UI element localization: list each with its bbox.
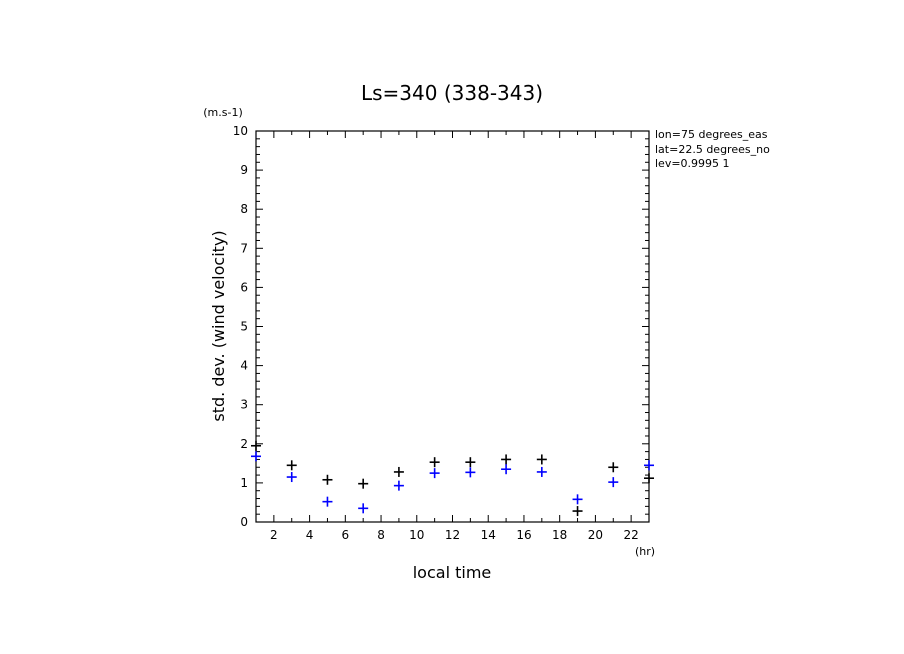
- data-point-series-1: [572, 506, 583, 517]
- info-lev: lev=0.9995 1: [655, 157, 730, 170]
- y-tick-label: 6: [240, 280, 248, 294]
- y-tick-label: 9: [240, 163, 248, 177]
- data-point-series-2: [572, 494, 583, 505]
- data-point-series-1: [608, 462, 619, 473]
- y-tick-label: 1: [240, 476, 248, 490]
- data-point-series-2: [465, 467, 476, 478]
- x-tick-label: 22: [623, 528, 638, 542]
- y-tick-label: 3: [240, 398, 248, 412]
- axis-ticks: [255, 130, 650, 523]
- y-tick-label: 5: [240, 320, 248, 334]
- data-point-series-2: [501, 464, 512, 475]
- x-tick-label: 12: [445, 528, 460, 542]
- y-tick-label: 4: [240, 359, 248, 373]
- x-tick-label: 16: [516, 528, 531, 542]
- data-point-series-1: [393, 466, 404, 477]
- y-tick-label: 8: [240, 202, 248, 216]
- data-point-series-2: [322, 496, 333, 507]
- data-point-series-2: [429, 468, 440, 479]
- y-unit-label: (m.s-1): [203, 106, 243, 119]
- data-point-series-2: [644, 460, 654, 471]
- data-point-series-2: [393, 480, 404, 491]
- data-point-series-2: [251, 451, 261, 462]
- info-lon: lon=75 degrees_eas: [655, 128, 768, 141]
- data-point-series-1: [358, 478, 369, 489]
- plot-frame: [255, 130, 650, 523]
- x-tick-label: 6: [341, 528, 349, 542]
- y-axis-label: std. dev. (wind velocity): [209, 230, 228, 421]
- y-tick-label: 2: [240, 437, 248, 451]
- data-point-series-2: [286, 472, 297, 483]
- chart-title: Ls=340 (338-343): [361, 81, 543, 105]
- data-point-series-2: [536, 466, 547, 477]
- x-tick-label: 14: [481, 528, 496, 542]
- info-box: lon=75 degrees_eas lat=22.5 degrees_no l…: [655, 128, 770, 170]
- data-point-series-2: [608, 477, 619, 488]
- y-tick-label: 7: [240, 241, 248, 255]
- data-point-series-1: [501, 454, 512, 465]
- data-point-series-1: [536, 454, 547, 465]
- x-tick-label: 10: [409, 528, 424, 542]
- data-point-series-1: [251, 440, 261, 451]
- x-tick-label: 4: [306, 528, 314, 542]
- data-point-series-1: [322, 474, 333, 485]
- data-point-series-1: [644, 473, 654, 484]
- x-tick-label: 18: [552, 528, 567, 542]
- data-point-series-1: [429, 457, 440, 468]
- data-points: [251, 440, 654, 517]
- y-tick-label: 10: [233, 124, 248, 138]
- x-tick-label: 8: [377, 528, 385, 542]
- data-point-series-1: [465, 457, 476, 468]
- x-unit-label: (hr): [635, 545, 655, 558]
- data-point-series-1: [286, 460, 297, 471]
- data-point-series-2: [358, 503, 369, 514]
- x-tick-label: 20: [588, 528, 603, 542]
- info-lat: lat=22.5 degrees_no: [655, 143, 770, 156]
- x-tick-label: 2: [270, 528, 278, 542]
- y-tick-label: 0: [240, 515, 248, 529]
- x-axis-label: local time: [413, 563, 492, 582]
